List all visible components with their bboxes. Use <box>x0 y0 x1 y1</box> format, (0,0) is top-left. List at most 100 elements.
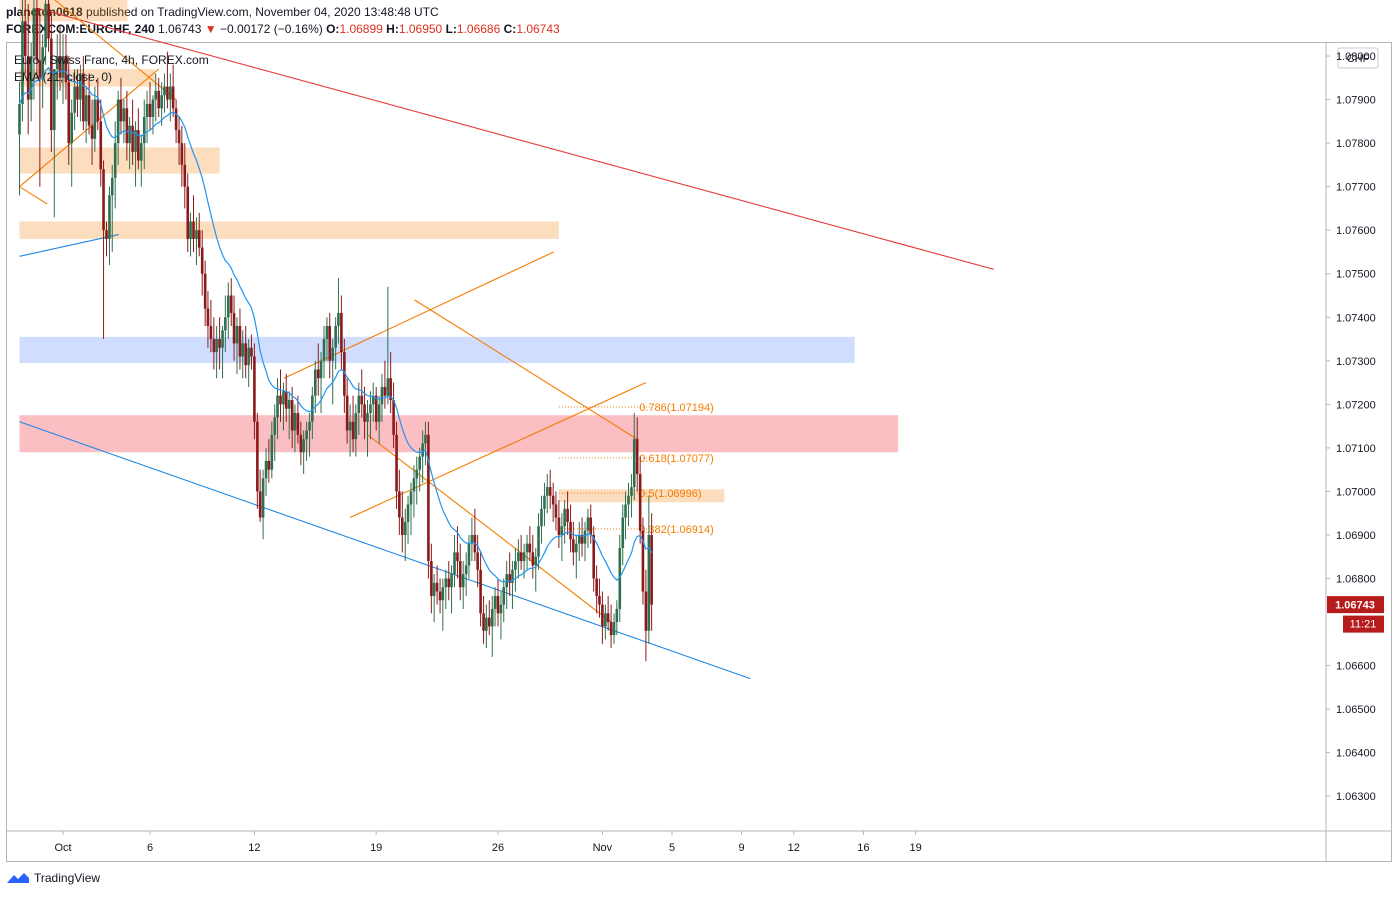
candle-body-14 <box>58 56 62 78</box>
candle-body-27 <box>96 99 100 122</box>
candle-body-210 <box>627 495 630 505</box>
currency-label[interactable]: CHF <box>1347 53 1370 65</box>
candle-body-64 <box>203 273 207 309</box>
candle-body-86 <box>267 460 271 470</box>
candle-body-120 <box>366 413 369 422</box>
candle-body-34 <box>116 99 120 144</box>
candle-body-132 <box>401 517 404 535</box>
price-tick-label-10: 1.07100 <box>1336 443 1376 455</box>
candle-body-195 <box>583 530 587 544</box>
candle-body-123 <box>374 395 378 422</box>
time-tick-label-8: 12 <box>788 842 800 854</box>
candle-body-128 <box>389 378 392 400</box>
candle-body-88 <box>273 417 277 435</box>
candle-body-215 <box>641 530 645 592</box>
candle-body-174 <box>522 552 526 562</box>
candle-body-188 <box>563 508 566 527</box>
candle-body-114 <box>348 421 352 431</box>
candle-body-98 <box>302 439 305 453</box>
candle-body-141 <box>427 434 430 562</box>
candle-body-43 <box>142 117 146 144</box>
time-tick-label-9: 16 <box>857 842 869 854</box>
symbol-name[interactable]: FOREXCOM:EURCHF, 240 <box>6 22 155 36</box>
candle-body-211 <box>630 487 633 496</box>
price-tick-label-2: 1.07900 <box>1336 95 1376 107</box>
candle-body-8 <box>41 47 44 78</box>
candle-body-92 <box>284 391 288 409</box>
candle-body-82 <box>256 421 259 492</box>
trendline-blue-2 <box>19 234 119 257</box>
trendline-red-0 <box>36 7 995 270</box>
candle-body-93 <box>287 399 291 409</box>
candle-body-50 <box>163 86 166 96</box>
trendline-orange-3 <box>19 186 48 205</box>
candle-body-143 <box>432 582 436 596</box>
fib-label-3: 0.382(1.06914) <box>639 524 714 536</box>
candle-body-206 <box>615 608 619 623</box>
candle-body-144 <box>435 582 439 592</box>
candle-body-32 <box>110 177 114 196</box>
candle-body-7 <box>38 60 42 78</box>
candle-body-153 <box>461 574 465 588</box>
candle-body-142 <box>430 561 433 596</box>
candle-body-44 <box>145 103 149 118</box>
candle-body-52 <box>169 86 172 100</box>
candle-body-205 <box>612 622 616 636</box>
candle-body-139 <box>421 443 424 457</box>
tradingview-brand[interactable]: TradingView <box>6 871 100 885</box>
candle-body-96 <box>296 413 300 435</box>
price-tick-label-6: 1.07500 <box>1336 269 1376 281</box>
candle-body-131 <box>398 491 401 518</box>
candle-body-21 <box>79 73 82 100</box>
candle-body-45 <box>148 103 152 118</box>
candle-body-29 <box>102 169 105 231</box>
candle-body-12 <box>53 69 56 131</box>
candle-body-60 <box>192 221 195 239</box>
trendline-orange-9 <box>367 434 612 623</box>
candle-body-15 <box>61 56 65 78</box>
candle-body-18 <box>70 112 73 144</box>
candle-body-69 <box>218 339 221 348</box>
price-axis[interactable]: CHF 1.08000 1.07900 1.07800 1.07700 1.07600 1… <box>1325 43 1379 861</box>
candle-body-214 <box>638 474 642 531</box>
last-price-badge-text: 1.06743 <box>1335 600 1375 612</box>
chart-frame <box>6 42 1392 862</box>
candle-body-109 <box>334 325 337 348</box>
time-tick-label-5: Nov <box>593 842 613 854</box>
candle-body-79 <box>247 347 250 366</box>
candle-body-186 <box>557 517 561 535</box>
time-tick-label-7: 9 <box>739 842 745 854</box>
candle-body-103 <box>316 369 320 379</box>
time-axis[interactable]: Oct 6 12 19 26 Nov 5 9 12 16 19 <box>7 830 1391 854</box>
price-tick-label-17: 1.06300 <box>1336 791 1376 803</box>
candle-body-160 <box>482 613 485 631</box>
zone-orange-6 <box>558 489 725 503</box>
candle-body-106 <box>325 325 329 340</box>
candle-body-133 <box>403 521 407 535</box>
candle-body-61 <box>195 230 198 239</box>
candle-body-71 <box>224 317 227 331</box>
candle-body-140 <box>424 434 427 444</box>
candle-body-176 <box>528 543 532 553</box>
candle-body-72 <box>227 295 230 318</box>
candle-body-40 <box>134 130 137 152</box>
candle-body-117 <box>357 395 361 414</box>
candle-body-36 <box>122 108 126 122</box>
candle-body-28 <box>99 121 103 170</box>
countdown-badge-text: 11:21 <box>1350 619 1377 631</box>
candle-body-158 <box>476 552 479 570</box>
legend-indicator[interactable]: EMA (21, close, 0) <box>14 70 112 84</box>
currency-box[interactable] <box>1337 47 1379 69</box>
candle-body-91 <box>282 391 285 405</box>
candle-body-81 <box>253 356 256 422</box>
candle-body-11 <box>50 38 53 131</box>
candle-body-0 <box>18 103 21 135</box>
candle-body-38 <box>128 125 131 144</box>
candle-body-187 <box>560 526 564 535</box>
candle-body-172 <box>517 552 520 562</box>
legend-title[interactable]: Euro / Swiss Franc, 4h, FOREX.com <box>14 53 209 67</box>
candle-body-156 <box>470 534 474 544</box>
candle-body-149 <box>450 574 453 588</box>
candle-body-136 <box>412 478 416 492</box>
